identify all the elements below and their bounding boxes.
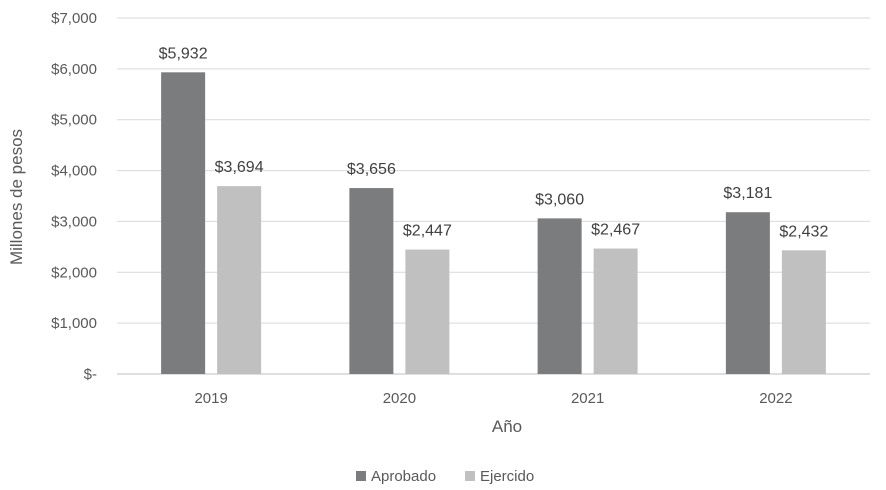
y-tick-label: $3,000 [51, 213, 97, 230]
y-tick-label: $1,000 [51, 315, 97, 332]
data-label: $3,181 [723, 185, 772, 202]
legend-swatch-ejercido [465, 471, 475, 481]
data-label: $3,060 [535, 191, 584, 208]
data-label: $2,447 [403, 223, 452, 240]
bar-ejercido-2020 [405, 249, 450, 374]
data-label: $3,656 [347, 161, 396, 178]
y-tick-label: $7,000 [51, 10, 97, 27]
x-tick-label: 2022 [759, 390, 792, 407]
legend-label-ejercido: Ejercido [480, 468, 534, 485]
data-label: $2,432 [779, 223, 828, 240]
bar-aprobado-2019 [161, 72, 206, 374]
legend-label-aprobado: Aprobado [371, 468, 436, 485]
bar-ejercido-2019 [217, 186, 262, 374]
x-axis-title: Año [492, 417, 522, 436]
y-tick-label: $4,000 [51, 163, 97, 180]
legend-swatch-aprobado [356, 471, 366, 481]
y-tick-label: $- [84, 366, 97, 383]
bar-aprobado-2020 [349, 188, 394, 374]
x-tick-label: 2021 [571, 390, 604, 407]
y-tick-label: $6,000 [51, 61, 97, 78]
y-axis-ticks: $- $1,000 $2,000 $3,000 $4,000 $5,000 $6,000 $7… [51, 10, 97, 383]
bar-aprobado-2021 [537, 218, 582, 374]
y-axis-title: Millones de pesos [7, 129, 26, 265]
x-axis-ticks: 2019 2020 2021 2022 [194, 390, 792, 407]
data-labels: $5,932 $3,694 $3,656 $2,447 $3,060 $2,467 $3,1… [159, 45, 829, 240]
x-tick-label: 2020 [383, 390, 416, 407]
data-label: $5,932 [159, 45, 208, 62]
legend: Aprobado Ejercido [356, 468, 534, 485]
y-tick-label: $5,000 [51, 112, 97, 129]
bar-ejercido-2021 [593, 248, 638, 374]
data-label: $2,467 [591, 222, 640, 239]
x-tick-label: 2019 [194, 390, 227, 407]
bars [161, 72, 826, 374]
y-tick-label: $2,000 [51, 264, 97, 281]
bar-aprobado-2022 [725, 212, 770, 374]
bar-ejercido-2022 [781, 250, 826, 374]
data-label: $3,694 [215, 159, 264, 176]
